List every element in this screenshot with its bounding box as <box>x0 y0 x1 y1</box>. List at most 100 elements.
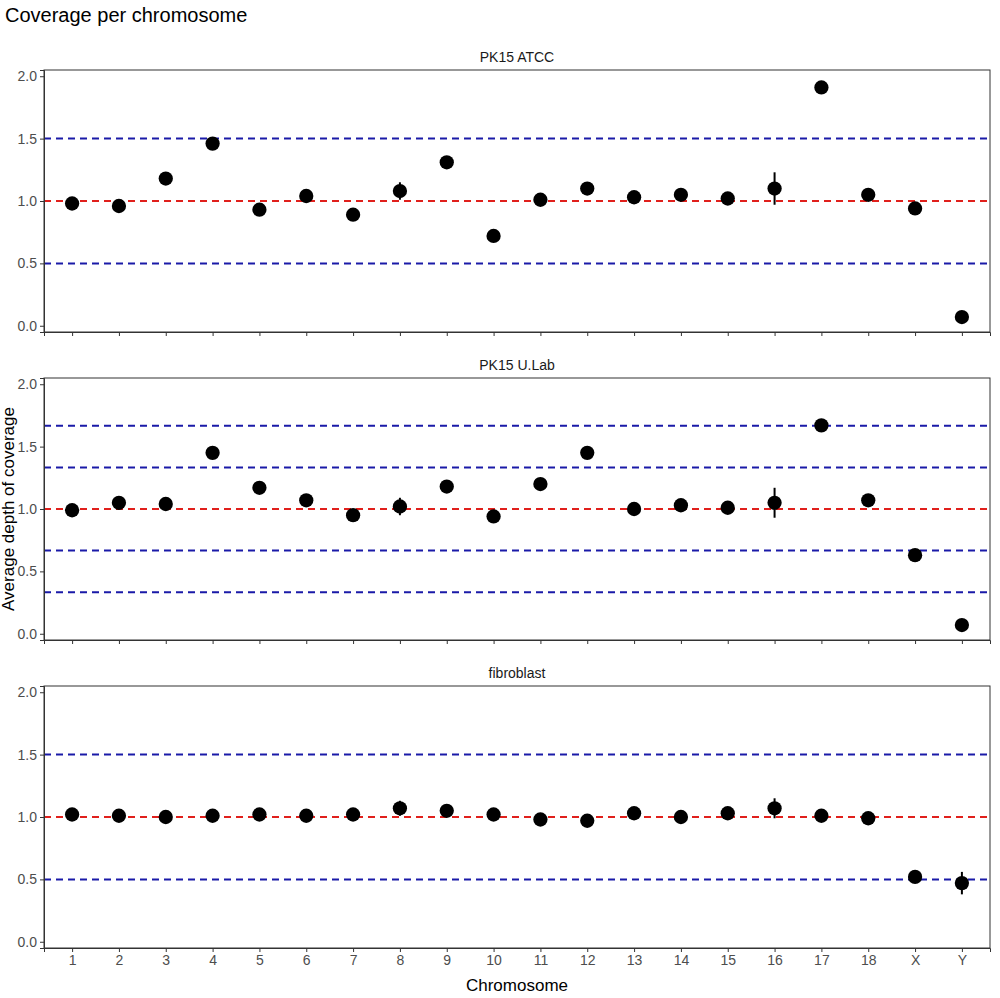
x-axis-title: Chromosome <box>466 976 568 995</box>
x-tick <box>775 640 776 644</box>
x-tick <box>868 640 869 644</box>
point <box>440 804 454 818</box>
y-tick-mark <box>40 692 44 693</box>
x-tick-label: 9 <box>443 952 451 968</box>
x-tick <box>447 640 448 644</box>
y-tick-mark <box>40 201 44 202</box>
x-tick-mark <box>728 332 729 336</box>
point <box>299 809 313 823</box>
point <box>814 809 828 823</box>
chart: Coverage per chromosomeAverage depth of … <box>0 0 1000 998</box>
point <box>393 801 407 815</box>
y-tick-label: 0.5 <box>18 255 38 271</box>
point <box>580 446 594 460</box>
point <box>674 498 688 512</box>
y-axis-line <box>40 687 45 949</box>
point <box>112 199 126 213</box>
y-tick: 0.0 <box>18 934 44 950</box>
x-tick-label: 15 <box>720 952 736 968</box>
point <box>767 496 781 510</box>
x-tick <box>868 332 869 336</box>
x-tick <box>962 640 963 644</box>
y-axis: 0.00.51.01.52.0 <box>18 376 45 642</box>
reference-line <box>44 816 990 818</box>
x-tick-mark <box>447 640 448 644</box>
x-tick <box>728 640 729 644</box>
x-tick-label: Y <box>958 952 968 968</box>
x-tick <box>400 640 401 644</box>
point <box>346 508 360 522</box>
x-tick: 14 <box>674 948 690 968</box>
point <box>955 618 969 632</box>
y-tick: 2.0 <box>18 684 44 700</box>
x-tick-mark <box>915 640 916 644</box>
reference-line <box>44 138 990 140</box>
y-tick-label: 1.0 <box>18 809 38 825</box>
panel-title: PK15 ATCC <box>480 49 554 65</box>
x-tick-mark <box>166 332 167 336</box>
x-tick-mark <box>821 640 822 644</box>
y-tick-mark <box>40 384 44 385</box>
y-axis-title: Average depth of coverage <box>0 407 18 611</box>
y-tick: 2.0 <box>18 68 44 84</box>
x-tick <box>353 332 354 336</box>
x-tick-mark <box>353 332 354 336</box>
y-tick-mark <box>40 942 44 943</box>
x-tick: 4 <box>209 948 217 968</box>
x-tick <box>72 640 73 644</box>
y-tick-mark <box>40 263 44 264</box>
x-tick: 7 <box>350 948 358 968</box>
x-tick-label: 11 <box>534 952 549 968</box>
x-tick: 1 <box>69 948 77 968</box>
x-tick <box>540 640 541 644</box>
x-tick-mark <box>353 640 354 644</box>
x-tick <box>821 332 822 336</box>
point <box>65 196 79 210</box>
x-tick: 11 <box>534 948 549 968</box>
x-tick <box>634 332 635 336</box>
x-tick <box>494 332 495 336</box>
x-axis: 123456789101112131415161718XY <box>45 948 991 968</box>
point <box>205 446 219 460</box>
y-axis: 0.00.51.01.52.0 <box>18 68 45 334</box>
point <box>861 811 875 825</box>
y-tick: 0.0 <box>18 318 44 334</box>
y-tick-mark <box>40 571 44 572</box>
y-tick: 0.5 <box>18 255 44 271</box>
y-axis: 0.00.51.01.52.0 <box>18 684 45 950</box>
x-tick-mark <box>681 332 682 336</box>
x-tick-mark <box>494 640 495 644</box>
y-tick-label: 1.0 <box>18 501 38 517</box>
x-tick-mark <box>540 332 541 336</box>
x-tick <box>72 332 73 336</box>
point <box>393 499 407 513</box>
y-tick-label: 2.0 <box>18 68 38 84</box>
x-tick: 3 <box>162 948 170 968</box>
point <box>252 481 266 495</box>
x-tick-label: 5 <box>256 952 264 968</box>
x-tick: 10 <box>486 948 502 968</box>
x-tick: Y <box>958 948 968 968</box>
x-tick: 8 <box>397 948 405 968</box>
y-tick-mark <box>40 634 44 635</box>
x-tick <box>119 640 120 644</box>
x-tick: X <box>911 948 921 968</box>
y-tick: 0.5 <box>18 563 44 579</box>
y-tick-label: 1.0 <box>18 193 38 209</box>
x-tick <box>494 640 495 644</box>
x-tick-mark <box>540 640 541 644</box>
y-tick-label: 2.0 <box>18 684 38 700</box>
y-tick: 1.0 <box>18 809 44 825</box>
x-tick-mark <box>400 332 401 336</box>
panel: PK15 U.Lab0.00.51.01.52.0 <box>18 357 991 644</box>
x-tick-label: 17 <box>814 952 830 968</box>
y-tick-label: 1.5 <box>18 439 38 455</box>
point <box>112 809 126 823</box>
x-tick-mark <box>494 332 495 336</box>
x-tick-mark <box>821 332 822 336</box>
y-tick-mark <box>40 139 44 140</box>
panel-title: PK15 U.Lab <box>479 357 555 373</box>
y-tick-label: 0.0 <box>18 626 38 642</box>
plot-frame <box>44 70 990 332</box>
x-tick <box>400 332 401 336</box>
